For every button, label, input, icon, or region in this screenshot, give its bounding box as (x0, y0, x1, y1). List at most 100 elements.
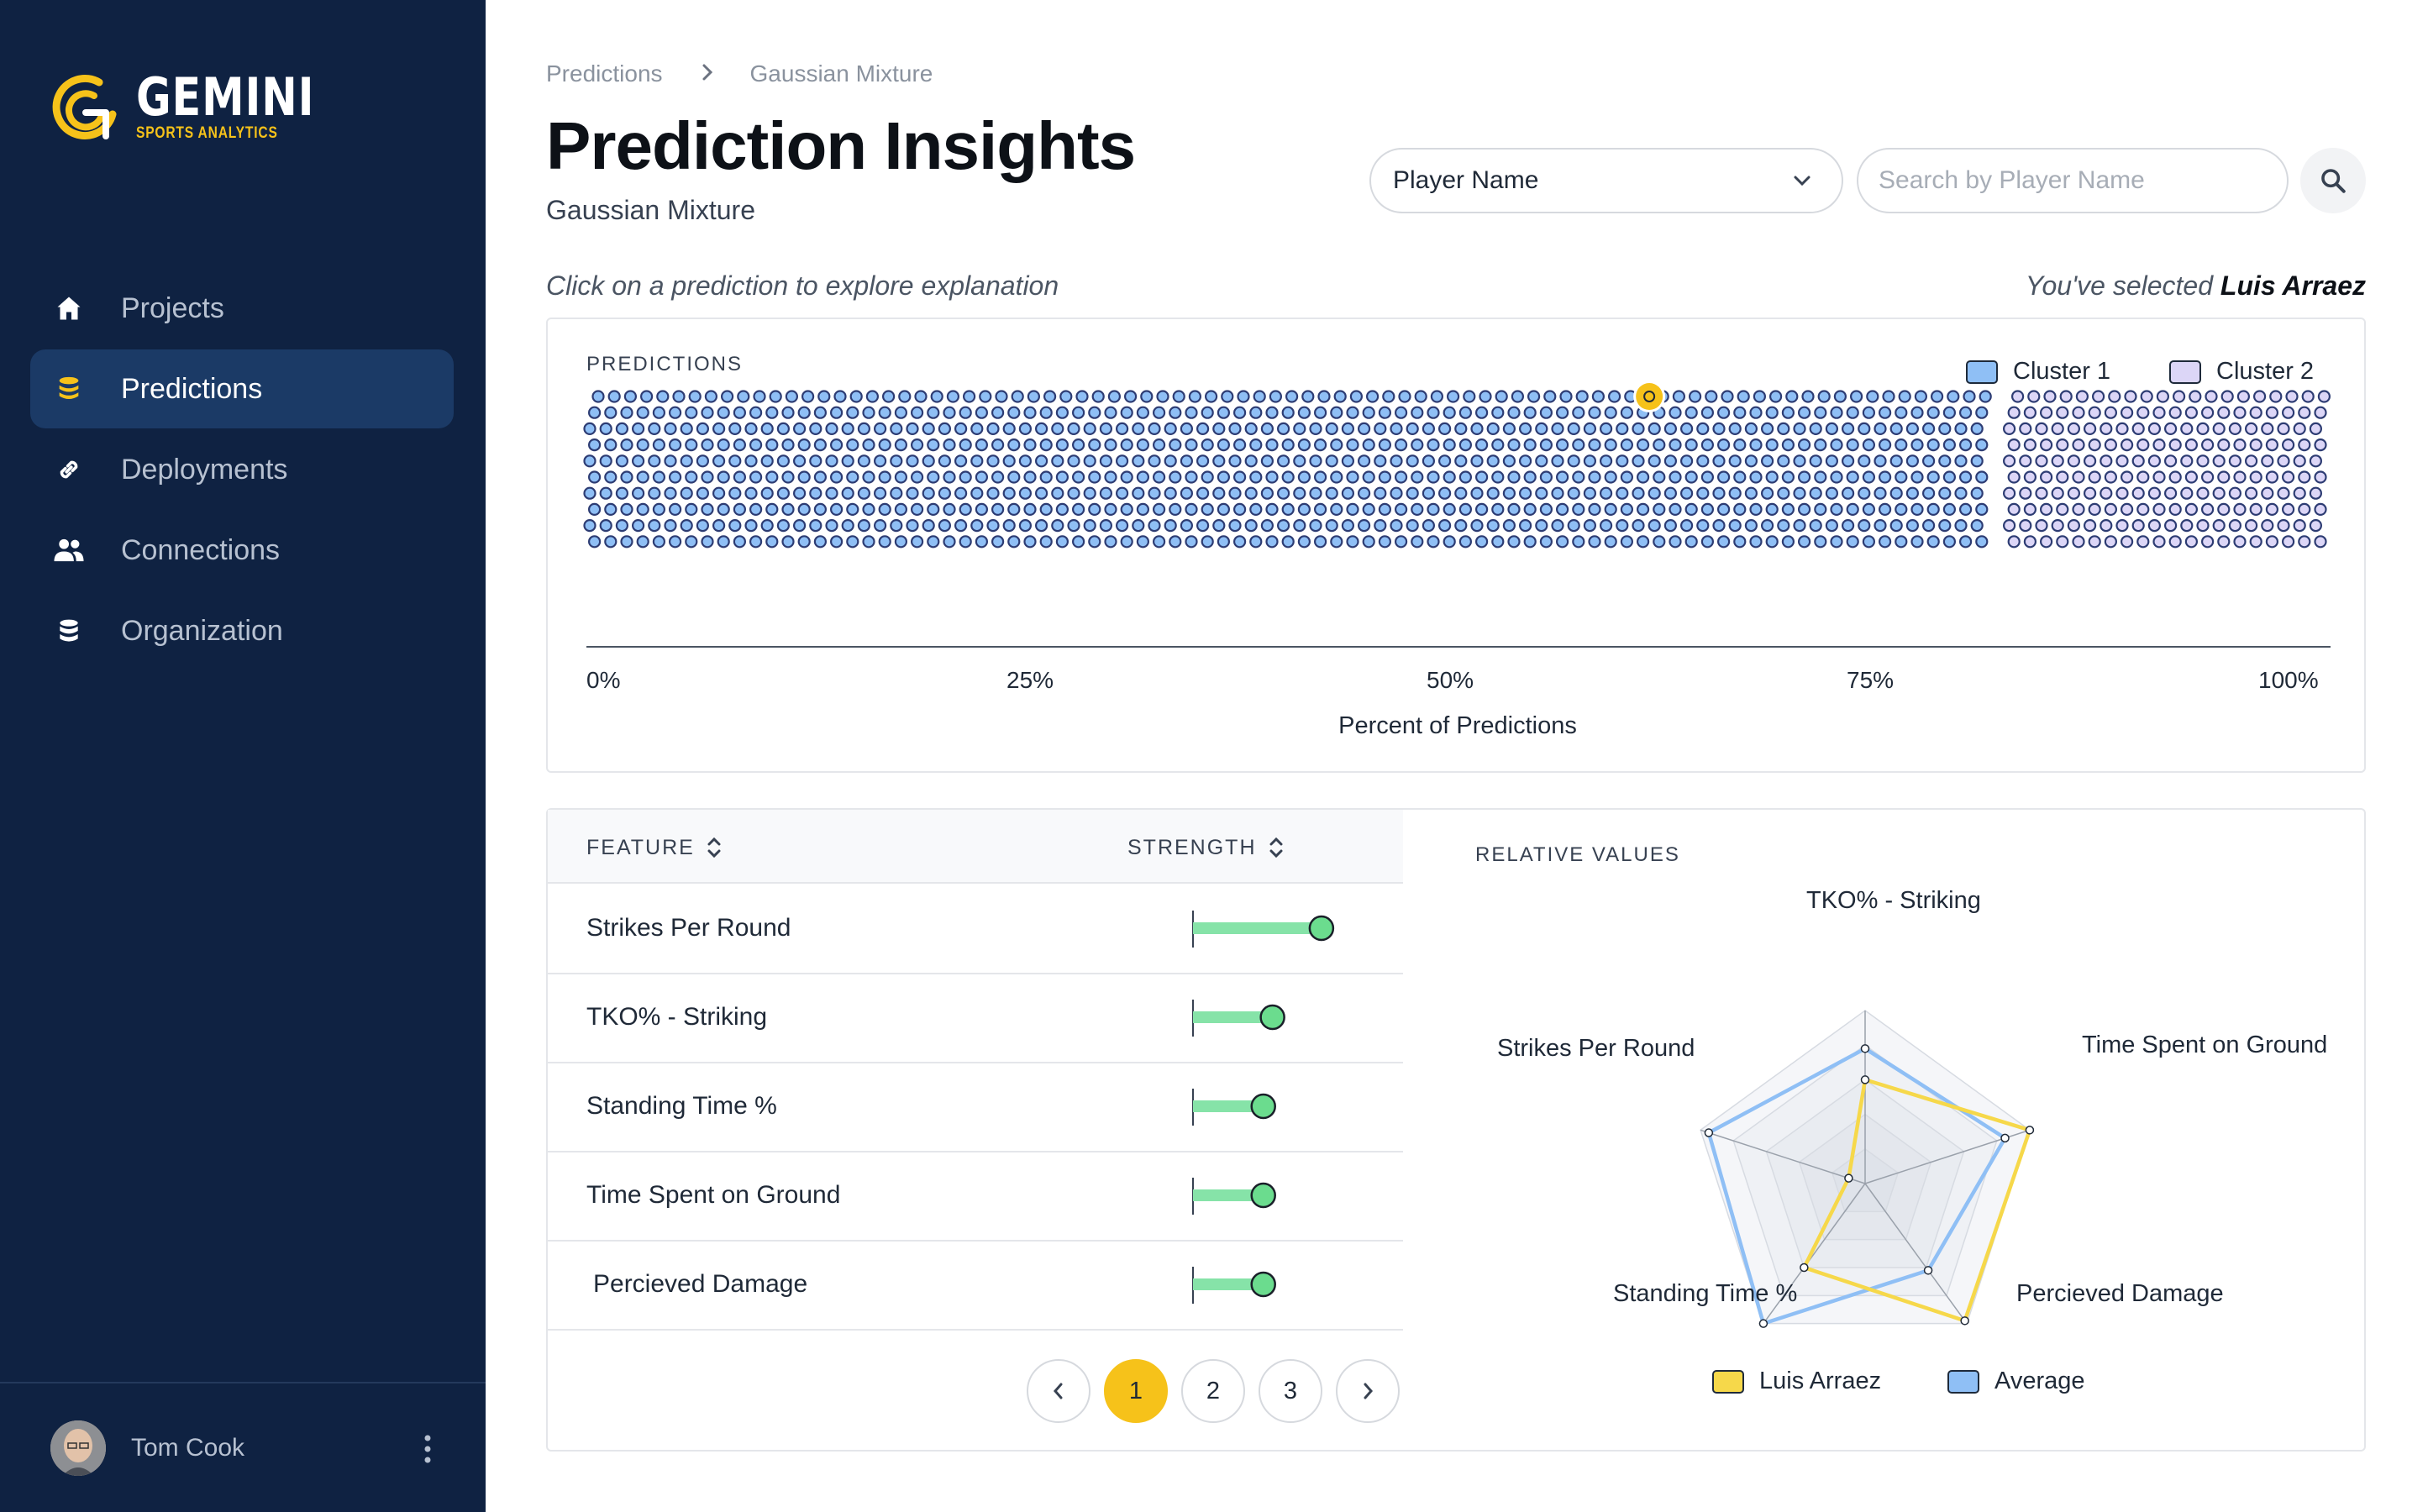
prediction-dot[interactable] (2152, 535, 2166, 549)
prediction-dot[interactable] (991, 535, 1005, 549)
sidebar-item-organization[interactable]: Organization (30, 591, 454, 670)
prediction-dot[interactable] (1390, 454, 1403, 468)
prediction-dot[interactable] (927, 502, 940, 516)
prediction-dot[interactable] (1007, 535, 1021, 549)
prediction-dot[interactable] (954, 519, 968, 533)
prediction-dot[interactable] (701, 502, 714, 516)
prediction-dot[interactable] (1427, 502, 1440, 516)
prediction-dot[interactable] (2212, 486, 2226, 500)
prediction-dot[interactable] (2298, 406, 2311, 419)
page-button-1[interactable]: 1 (1104, 1359, 1168, 1423)
prediction-dot[interactable] (1463, 390, 1476, 403)
prediction-dot[interactable] (1346, 470, 1359, 484)
prediction-dot[interactable] (1700, 470, 1715, 484)
prediction-dot[interactable] (636, 535, 649, 549)
prediction-dot[interactable] (1604, 470, 1617, 484)
prediction-dot[interactable] (2131, 454, 2145, 468)
prediction-dot[interactable] (1362, 502, 1375, 516)
prediction-dot[interactable] (1172, 390, 1185, 403)
prediction-dot[interactable] (1777, 422, 1790, 435)
prediction-dot[interactable] (2168, 502, 2182, 516)
prediction-dot[interactable] (1443, 502, 1456, 516)
prediction-dot[interactable] (733, 438, 746, 452)
prediction-dot[interactable] (862, 406, 875, 419)
prediction-dot[interactable] (2244, 519, 2258, 533)
prediction-dot[interactable] (1878, 438, 1892, 452)
prediction-dot[interactable] (793, 454, 807, 468)
prediction-dot[interactable] (712, 519, 726, 533)
prediction-dot[interactable] (2010, 390, 2025, 403)
prediction-dot[interactable] (2120, 535, 2134, 549)
prediction-dot[interactable] (922, 422, 935, 435)
prediction-dot[interactable] (1297, 438, 1311, 452)
prediction-dot[interactable] (717, 406, 730, 419)
prediction-dot[interactable] (1938, 519, 1952, 533)
prediction-dot[interactable] (2309, 486, 2322, 500)
prediction-dot[interactable] (1846, 438, 1859, 452)
prediction-dot[interactable] (894, 535, 907, 549)
prediction-dot[interactable] (1858, 454, 1871, 468)
prediction-dot[interactable] (1914, 390, 1928, 403)
prediction-dot[interactable] (2002, 454, 2016, 468)
prediction-dot[interactable] (685, 535, 698, 549)
prediction-dot[interactable] (1297, 406, 1311, 419)
prediction-dot[interactable] (2007, 502, 2021, 516)
prediction-dot[interactable] (830, 502, 843, 516)
prediction-dot[interactable] (2282, 535, 2295, 549)
prediction-dot[interactable] (1889, 422, 1903, 435)
prediction-dot[interactable] (1411, 535, 1424, 549)
prediction-dot[interactable] (1567, 454, 1580, 468)
prediction-dot[interactable] (1422, 519, 1436, 533)
prediction-dot[interactable] (979, 390, 992, 403)
prediction-dot[interactable] (793, 422, 807, 435)
prediction-dot[interactable] (2172, 390, 2186, 403)
prediction-dot[interactable] (765, 438, 779, 452)
prediction-dot[interactable] (2067, 519, 2081, 533)
prediction-dot[interactable] (1365, 390, 1380, 403)
prediction-dot[interactable] (1406, 422, 1419, 435)
prediction-dot[interactable] (2088, 535, 2101, 549)
prediction-dot[interactable] (1866, 390, 1879, 403)
prediction-dot[interactable] (1910, 406, 1924, 419)
prediction-dot[interactable] (1309, 422, 1322, 435)
prediction-dot[interactable] (878, 438, 891, 452)
prediction-dot[interactable] (1830, 535, 1843, 549)
prediction-dot[interactable] (2124, 390, 2137, 403)
prediction-dot[interactable] (1232, 438, 1247, 452)
prediction-dot[interactable] (1470, 422, 1484, 435)
prediction-dot[interactable] (1169, 502, 1182, 516)
prediction-dot[interactable] (1975, 470, 1989, 484)
prediction-dot[interactable] (846, 438, 859, 452)
prediction-dot[interactable] (1518, 486, 1532, 500)
prediction-dot[interactable] (631, 519, 645, 533)
prediction-dot[interactable] (1663, 454, 1678, 468)
prediction-dot[interactable] (2072, 438, 2085, 452)
prediction-dot[interactable] (797, 406, 811, 419)
prediction-dot[interactable] (2168, 470, 2182, 484)
prediction-dot[interactable] (2285, 390, 2299, 403)
prediction-dot[interactable] (927, 438, 940, 452)
prediction-dot[interactable] (620, 470, 633, 484)
prediction-dot[interactable] (1491, 502, 1505, 516)
prediction-dot[interactable] (1910, 535, 1924, 549)
prediction-dot[interactable] (749, 502, 763, 516)
prediction-dot[interactable] (1535, 519, 1548, 533)
prediction-dot[interactable] (669, 535, 682, 549)
prediction-dot[interactable] (1034, 422, 1048, 435)
prediction-dot[interactable] (1470, 486, 1484, 500)
prediction-dot[interactable] (862, 535, 875, 549)
prediction-dot[interactable] (894, 502, 907, 516)
prediction-dot[interactable] (2019, 519, 2032, 533)
prediction-dot[interactable] (1874, 519, 1887, 533)
prediction-dot[interactable] (680, 454, 693, 468)
prediction-dot[interactable] (753, 390, 766, 403)
prediction-dot[interactable] (765, 406, 779, 419)
prediction-dot[interactable] (911, 438, 924, 452)
prediction-dot[interactable] (878, 470, 891, 484)
prediction-dot[interactable] (1588, 535, 1601, 549)
prediction-dot[interactable] (2115, 454, 2129, 468)
prediction-dot[interactable] (1572, 535, 1585, 549)
prediction-dot[interactable] (2217, 535, 2231, 549)
prediction-dot[interactable] (1511, 390, 1525, 403)
prediction-dot[interactable] (680, 486, 693, 500)
